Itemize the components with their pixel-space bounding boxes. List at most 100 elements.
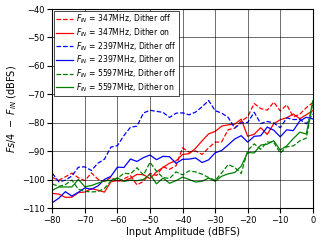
$F_{IN}$ = 5597MHz, Dither on — [116, 176, 119, 179]
$F_{IN}$ = 347MHz, Dither off — [265, 109, 269, 112]
$F_{IN}$ = 2397MHz, Dither on — [90, 188, 93, 191]
$F_{IN}$ = 347MHz, Dither off — [194, 149, 197, 152]
$F_{IN}$ = 347MHz, Dither off — [161, 165, 165, 168]
$F_{IN}$ = 2397MHz, Dither on — [298, 120, 302, 122]
$F_{IN}$ = 2397MHz, Dither on — [116, 166, 119, 169]
$F_{IN}$ = 2397MHz, Dither off — [57, 180, 61, 183]
$F_{IN}$ = 347MHz, Dither off — [246, 115, 250, 118]
$F_{IN}$ = 5597MHz, Dither on — [50, 189, 54, 192]
$F_{IN}$ = 5597MHz, Dither on — [278, 149, 282, 152]
$F_{IN}$ = 2397MHz, Dither off — [96, 162, 100, 165]
$F_{IN}$ = 5597MHz, Dither on — [272, 139, 276, 142]
$F_{IN}$ = 347MHz, Dither off — [304, 106, 308, 109]
$F_{IN}$ = 347MHz, Dither on — [128, 177, 132, 180]
$F_{IN}$ = 2397MHz, Dither on — [161, 155, 165, 158]
$F_{IN}$ = 2397MHz, Dither on — [187, 158, 191, 161]
$F_{IN}$ = 347MHz, Dither off — [109, 176, 113, 179]
$F_{IN}$ = 2397MHz, Dither on — [57, 197, 61, 200]
$F_{IN}$ = 5597MHz, Dither off — [83, 190, 87, 193]
$F_{IN}$ = 2397MHz, Dither off — [200, 105, 204, 108]
Line: $F_{IN}$ = 347MHz, Dither on: $F_{IN}$ = 347MHz, Dither on — [52, 111, 313, 197]
$F_{IN}$ = 2397MHz, Dither on — [128, 157, 132, 160]
$F_{IN}$ = 2397MHz, Dither on — [304, 116, 308, 119]
$F_{IN}$ = 347MHz, Dither on — [252, 133, 256, 136]
$F_{IN}$ = 5597MHz, Dither off — [148, 161, 152, 164]
$F_{IN}$ = 2397MHz, Dither off — [142, 112, 145, 114]
$F_{IN}$ = 2397MHz, Dither on — [122, 166, 126, 169]
$F_{IN}$ = 347MHz, Dither off — [135, 183, 139, 186]
$F_{IN}$ = 2397MHz, Dither on — [70, 195, 74, 198]
$F_{IN}$ = 347MHz, Dither off — [278, 109, 282, 112]
$F_{IN}$ = 2397MHz, Dither on — [168, 155, 171, 158]
$F_{IN}$ = 2397MHz, Dither off — [291, 118, 295, 121]
$F_{IN}$ = 347MHz, Dither on — [135, 173, 139, 176]
$F_{IN}$ = 2397MHz, Dither on — [226, 143, 230, 146]
$F_{IN}$ = 5597MHz, Dither off — [168, 177, 171, 180]
$F_{IN}$ = 347MHz, Dither off — [83, 179, 87, 182]
$F_{IN}$ = 347MHz, Dither off — [50, 176, 54, 179]
$F_{IN}$ = 5597MHz, Dither on — [181, 176, 185, 179]
$F_{IN}$ = 5597MHz, Dither off — [311, 102, 315, 104]
$F_{IN}$ = 347MHz, Dither on — [213, 130, 217, 133]
$F_{IN}$ = 347MHz, Dither on — [109, 180, 113, 183]
$F_{IN}$ = 2397MHz, Dither off — [181, 111, 185, 114]
$F_{IN}$ = 5597MHz, Dither on — [311, 99, 315, 102]
$F_{IN}$ = 5597MHz, Dither off — [259, 148, 263, 151]
$F_{IN}$ = 5597MHz, Dither on — [109, 179, 113, 182]
$F_{IN}$ = 2397MHz, Dither on — [272, 129, 276, 132]
$F_{IN}$ = 2397MHz, Dither on — [285, 128, 289, 131]
$F_{IN}$ = 2397MHz, Dither on — [291, 129, 295, 132]
$F_{IN}$ = 2397MHz, Dither off — [246, 121, 250, 124]
$F_{IN}$ = 5597MHz, Dither off — [90, 191, 93, 193]
$F_{IN}$ = 5597MHz, Dither off — [239, 172, 243, 175]
$F_{IN}$ = 5597MHz, Dither on — [168, 182, 171, 185]
$F_{IN}$ = 5597MHz, Dither off — [272, 141, 276, 144]
$F_{IN}$ = 5597MHz, Dither off — [142, 174, 145, 176]
$F_{IN}$ = 2397MHz, Dither off — [155, 110, 159, 113]
$F_{IN}$ = 2397MHz, Dither off — [64, 179, 67, 182]
$F_{IN}$ = 2397MHz, Dither off — [148, 109, 152, 112]
$F_{IN}$ = 5597MHz, Dither on — [233, 171, 237, 174]
$F_{IN}$ = 347MHz, Dither on — [102, 191, 106, 194]
$F_{IN}$ = 5597MHz, Dither on — [64, 185, 67, 188]
$F_{IN}$ = 347MHz, Dither on — [304, 113, 308, 116]
$F_{IN}$ = 5597MHz, Dither off — [233, 166, 237, 169]
Line: $F_{IN}$ = 347MHz, Dither off: $F_{IN}$ = 347MHz, Dither off — [52, 102, 313, 185]
$F_{IN}$ = 347MHz, Dither off — [220, 140, 223, 143]
$F_{IN}$ = 2397MHz, Dither off — [135, 125, 139, 128]
$F_{IN}$ = 2397MHz, Dither on — [207, 158, 211, 161]
$F_{IN}$ = 5597MHz, Dither on — [76, 178, 80, 181]
$F_{IN}$ = 347MHz, Dither on — [90, 187, 93, 190]
$F_{IN}$ = 5597MHz, Dither on — [135, 179, 139, 182]
$F_{IN}$ = 347MHz, Dither off — [291, 115, 295, 118]
$F_{IN}$ = 5597MHz, Dither off — [213, 179, 217, 182]
$F_{IN}$ = 347MHz, Dither off — [207, 146, 211, 149]
$F_{IN}$ = 347MHz, Dither on — [246, 135, 250, 138]
$F_{IN}$ = 5597MHz, Dither on — [304, 132, 308, 135]
$F_{IN}$ = 2397MHz, Dither off — [194, 111, 197, 113]
$F_{IN}$ = 5597MHz, Dither on — [207, 177, 211, 180]
$F_{IN}$ = 5597MHz, Dither off — [128, 172, 132, 175]
$F_{IN}$ = 2397MHz, Dither on — [50, 201, 54, 204]
$F_{IN}$ = 2397MHz, Dither off — [83, 165, 87, 168]
$F_{IN}$ = 5597MHz, Dither on — [220, 175, 223, 178]
$F_{IN}$ = 347MHz, Dither off — [233, 127, 237, 130]
$F_{IN}$ = 5597MHz, Dither off — [200, 173, 204, 176]
$F_{IN}$ = 2397MHz, Dither off — [278, 126, 282, 129]
$F_{IN}$ = 347MHz, Dither on — [57, 193, 61, 196]
$F_{IN}$ = 347MHz, Dither on — [259, 126, 263, 129]
Line: $F_{IN}$ = 5597MHz, Dither off: $F_{IN}$ = 5597MHz, Dither off — [52, 103, 313, 192]
$F_{IN}$ = 5597MHz, Dither off — [278, 152, 282, 155]
$F_{IN}$ = 2397MHz, Dither off — [298, 118, 302, 121]
$F_{IN}$ = 2397MHz, Dither off — [90, 169, 93, 172]
Line: $F_{IN}$ = 5597MHz, Dither on: $F_{IN}$ = 5597MHz, Dither on — [52, 101, 313, 190]
$F_{IN}$ = 5597MHz, Dither on — [239, 165, 243, 168]
$F_{IN}$ = 5597MHz, Dither on — [142, 178, 145, 181]
$F_{IN}$ = 5597MHz, Dither off — [70, 179, 74, 182]
$F_{IN}$ = 347MHz, Dither off — [213, 141, 217, 144]
$F_{IN}$ = 5597MHz, Dither off — [220, 172, 223, 174]
$F_{IN}$ = 347MHz, Dither on — [311, 109, 315, 112]
$F_{IN}$ = 347MHz, Dither off — [200, 153, 204, 156]
$F_{IN}$ = 2397MHz, Dither off — [311, 113, 315, 115]
$F_{IN}$ = 2397MHz, Dither on — [83, 186, 87, 189]
